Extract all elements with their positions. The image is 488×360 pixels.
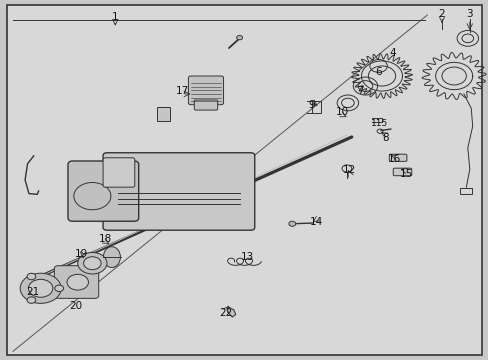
Text: 10: 10 [335,107,348,117]
Circle shape [236,36,242,40]
Text: 6: 6 [374,67,381,77]
FancyBboxPatch shape [54,266,99,298]
FancyBboxPatch shape [188,76,223,105]
Text: 15: 15 [399,168,412,179]
Text: 3: 3 [466,9,472,19]
Circle shape [288,221,295,226]
FancyBboxPatch shape [194,100,217,110]
Circle shape [20,273,61,303]
Text: 13: 13 [240,252,253,262]
Text: 17: 17 [175,86,188,96]
Circle shape [55,285,63,292]
FancyBboxPatch shape [103,153,254,230]
Text: 2: 2 [438,9,445,19]
Text: 22: 22 [219,309,232,318]
Text: 8: 8 [382,133,388,143]
Bar [157,107,170,121]
Text: 115: 115 [371,119,388,128]
Text: 16: 16 [387,154,401,164]
Text: 12: 12 [342,165,355,175]
Circle shape [27,297,36,303]
Circle shape [83,257,101,270]
Text: 21: 21 [26,287,39,297]
Circle shape [28,279,53,297]
Polygon shape [226,307,235,317]
FancyBboxPatch shape [392,168,411,176]
Bar [459,188,471,194]
Circle shape [27,273,36,280]
Text: 18: 18 [99,234,112,244]
Circle shape [67,274,88,290]
Bar [311,101,320,113]
Circle shape [78,252,107,274]
Text: 19: 19 [74,248,87,258]
Ellipse shape [103,247,120,267]
Text: 7: 7 [357,86,363,96]
Text: 1: 1 [112,12,119,22]
Text: 14: 14 [309,217,323,227]
FancyBboxPatch shape [103,158,135,187]
Text: 20: 20 [70,301,82,311]
Text: 9: 9 [308,100,314,110]
FancyBboxPatch shape [68,161,139,221]
FancyBboxPatch shape [388,154,406,161]
Text: 4: 4 [389,48,396,58]
